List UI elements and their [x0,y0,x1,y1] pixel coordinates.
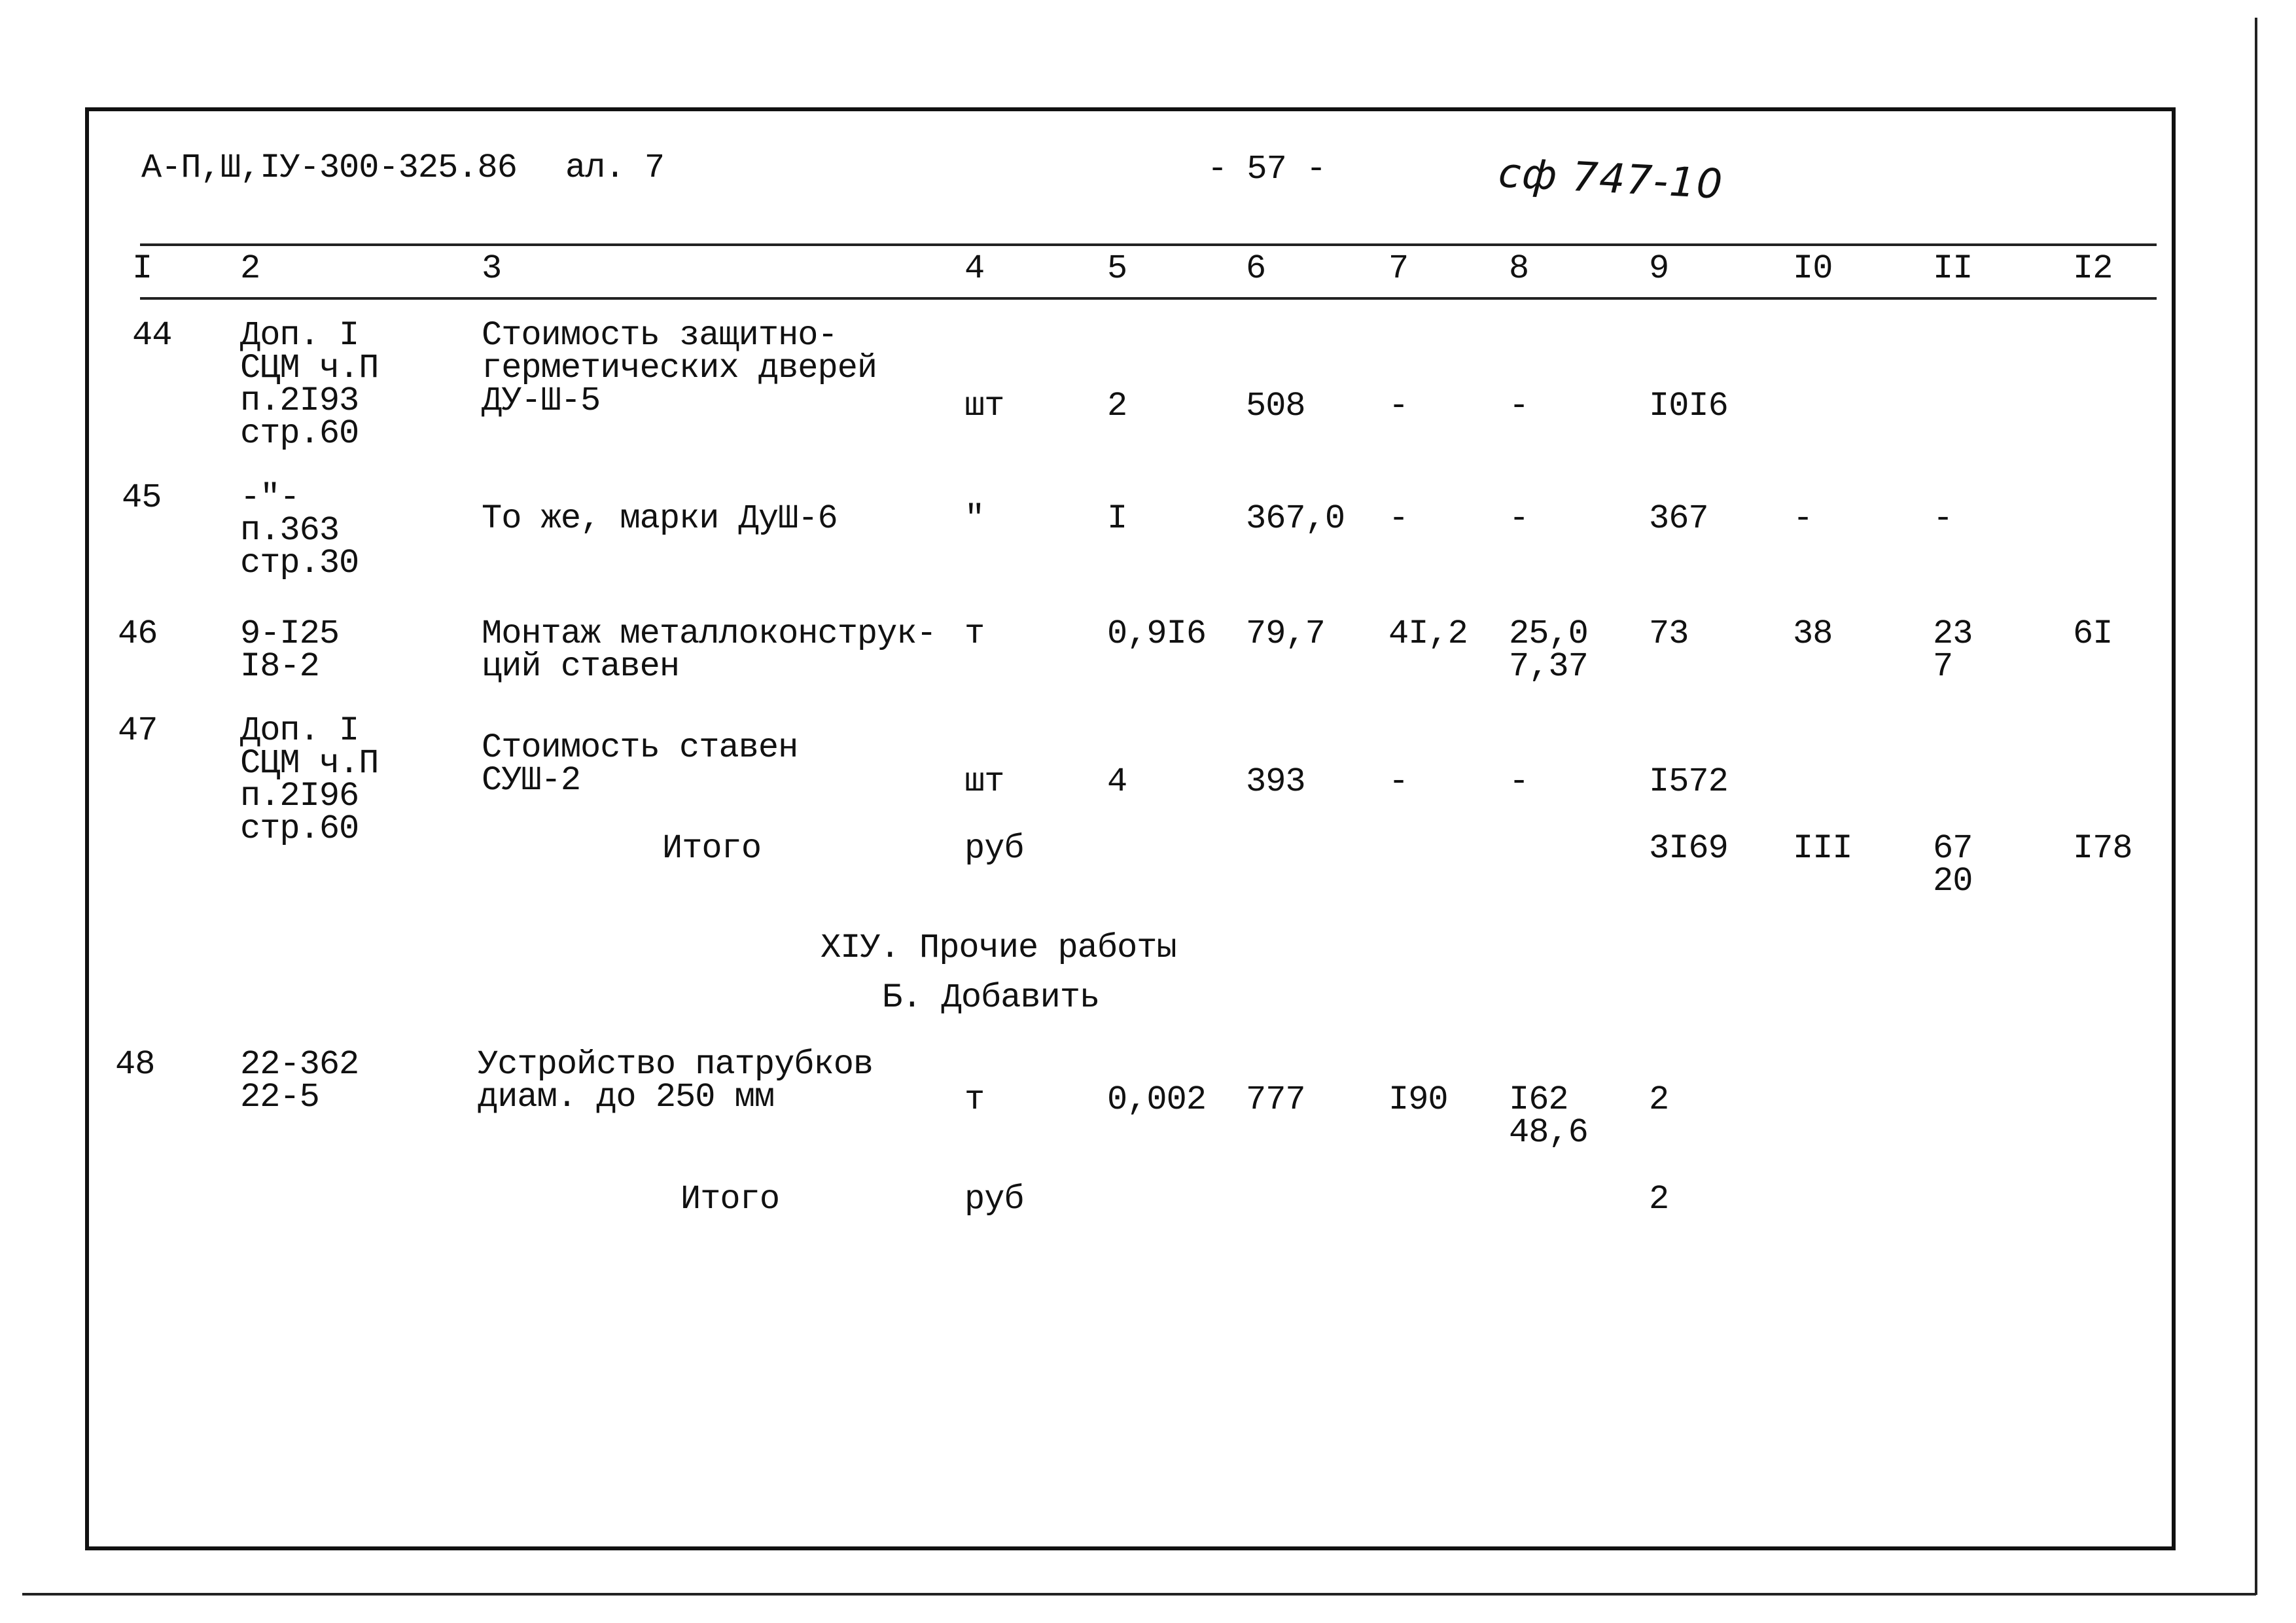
cell-col-1: 46 [118,615,158,653]
header-top-line [140,243,2157,246]
cell-col-1: 48 [115,1045,155,1084]
cell-col-9: 2 [1649,1180,1669,1219]
column-number-1: I [132,249,152,288]
cell-col-9: 367 [1649,499,1709,538]
cell-col-4: шт [964,762,1004,801]
cell-col-3: Стоимость ставен СУШ-2 [482,728,798,800]
section-subtitle: Б. Добавить [882,978,1100,1017]
cell-col-2: 9-I25 I8-2 [240,615,340,686]
cell-col-2: -"- п.363 стр.30 [240,478,359,582]
cell-col-7: - [1388,387,1409,425]
cell-col-3: То же, марки ДуШ-6 [482,499,838,538]
cell-col-4: шт [964,387,1004,425]
cell-col-12: 6I [2073,615,2113,653]
cell-col-4: т [964,1080,985,1119]
cell-col-3: Стоимость защитно- герметических дверей … [482,316,877,420]
cell-col-3: Монтаж металлоконструк- ций ставен [482,615,937,686]
cell-col-5: 2 [1107,387,1127,425]
cell-col-1: 47 [118,711,158,750]
cell-col-4: руб [964,1180,1025,1219]
cell-col-11: - [1933,499,1953,538]
cell-col-11: 23 7 [1933,615,1973,686]
column-number-7: 7 [1388,249,1409,288]
cell-col-1: 45 [122,478,162,517]
cell-col-9: I0I6 [1649,387,1729,425]
column-number-12: I2 [2073,249,2113,288]
cell-col-8: - [1509,387,1529,425]
cell-col-7: - [1388,499,1409,538]
cell-col-2: Доп. I СЦМ ч.П п.2I93 стр.60 [240,316,379,453]
cell-col-7: 4I,2 [1388,615,1468,653]
sheet-label: ал. 7 [565,149,665,187]
column-number-10: I0 [1793,249,1833,288]
cell-col-1: 44 [132,316,172,355]
cell-col-9: 73 [1649,615,1689,653]
cell-col-7: - [1388,762,1409,801]
column-number-5: 5 [1107,249,1127,288]
cell-col-10: - [1793,499,1813,538]
cell-col-9: I572 [1649,762,1729,801]
cell-col-5: I [1107,499,1127,538]
cell-col-5: 0,9I6 [1107,615,1207,653]
document-code: А-П,Ш,IУ-300-325.86 [141,149,518,187]
cell-col-3: Устройство патрубков диам. до 250 мм [478,1045,874,1116]
cell-col-6: 508 [1246,387,1306,425]
cell-col-2: 22-362 22-5 [240,1045,359,1116]
cell-col-6: 393 [1246,762,1306,801]
column-number-9: 9 [1649,249,1669,288]
column-number-2: 2 [240,249,260,288]
cell-col-2: Доп. I СЦМ ч.П п.2I96 стр.60 [240,711,379,848]
cell-col-4: " [964,499,985,538]
cell-col-11: 67 20 [1933,829,1973,901]
cell-col-4: руб [964,829,1025,868]
cell-col-6: 79,7 [1246,615,1326,653]
page-frame [85,107,2176,1550]
column-number-3: 3 [482,249,502,288]
column-number-11: II [1933,249,1973,288]
cell-col-4: т [964,615,985,653]
column-number-6: 6 [1246,249,1266,288]
cell-col-8: 25,0 7,37 [1509,615,1589,686]
cell-col-3: Итого [662,829,762,868]
cell-col-10: III [1793,829,1853,868]
cell-col-3: Итого [680,1180,780,1219]
cell-col-8: - [1509,499,1529,538]
cell-col-5: 0,002 [1107,1080,1207,1119]
page-number: - 57 - [1207,150,1326,188]
cell-col-9: 3I69 [1649,829,1729,868]
bottom-edge-line [22,1593,2256,1596]
cell-col-7: I90 [1388,1080,1449,1119]
right-edge-line [2255,18,2257,1595]
cell-col-10: 38 [1793,615,1833,653]
cell-col-8: - [1509,762,1529,801]
header-bottom-line [140,297,2157,300]
cell-col-12: I78 [2073,829,2133,868]
cell-col-5: 4 [1107,762,1127,801]
cell-col-6: 777 [1246,1080,1306,1119]
section-title: XIУ. Прочие работы [821,929,1177,967]
cell-col-9: 2 [1649,1080,1669,1119]
column-number-4: 4 [964,249,985,288]
column-number-8: 8 [1509,249,1529,288]
cell-col-8: I62 48,6 [1509,1080,1589,1152]
cell-col-6: 367,0 [1246,499,1345,538]
